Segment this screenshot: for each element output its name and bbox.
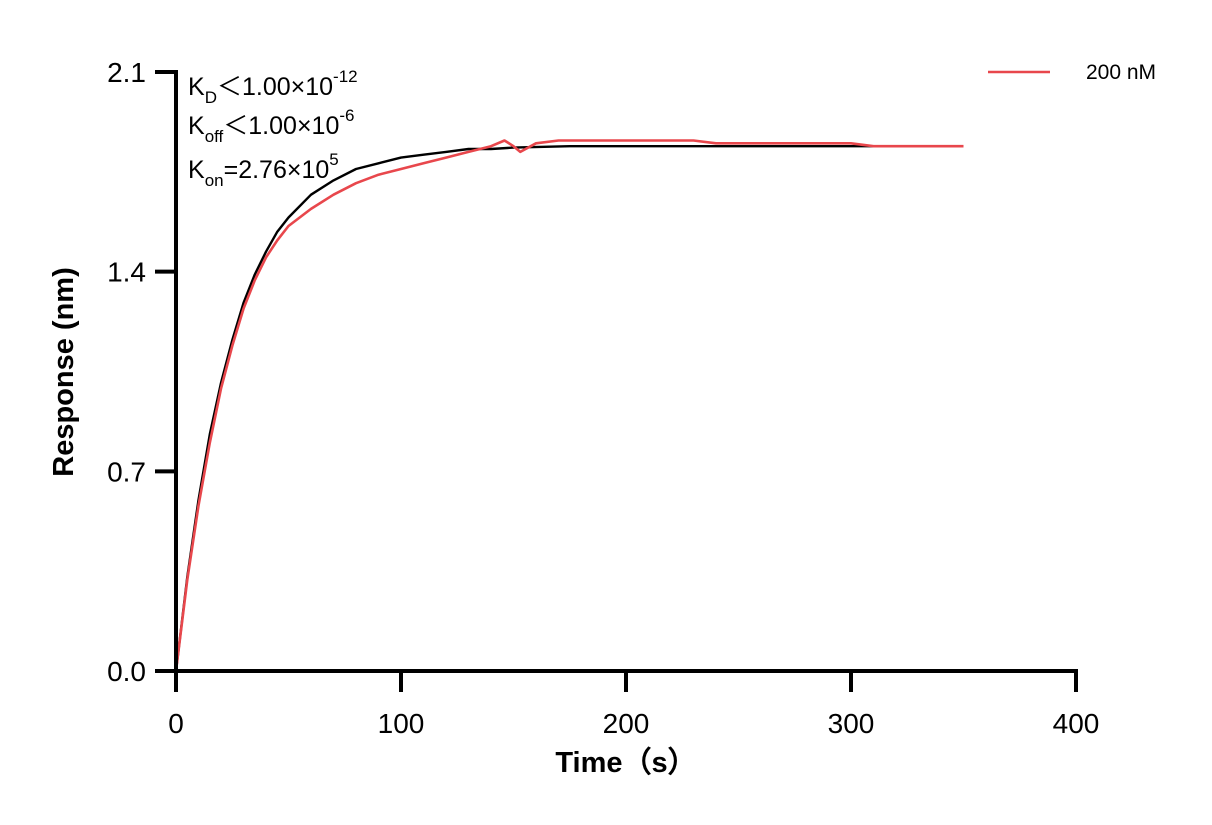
- labels-layer: 0 100 200 300 400 0.0 0.7 1.4 2.1 Time（s） Response…: [48, 57, 1099, 779]
- x-axis-title: Time（s）: [555, 746, 696, 779]
- legend: 200 nM: [988, 61, 1156, 84]
- fit-curve-line: [174, 144, 964, 672]
- x-tick-label: 100: [378, 708, 425, 739]
- y-tick-label: 0.0: [107, 656, 146, 687]
- x-tick-label: 400: [1053, 708, 1100, 739]
- kinetic-annotation: Kon=2.76×105: [188, 150, 339, 190]
- x-tick-label: 200: [603, 708, 650, 739]
- series-layer: [174, 139, 964, 672]
- fit-layer: [174, 144, 964, 672]
- kinetic-annotation: Koff＜1.00×10-6: [188, 106, 354, 146]
- y-axis-title: Response (nm): [48, 267, 80, 476]
- x-tick-label: 0: [168, 708, 184, 739]
- y-tick-label: 2.1: [107, 57, 146, 88]
- series-line-0: [174, 139, 964, 672]
- kinetic-annotation: KD＜1.00×10-12: [188, 67, 358, 107]
- y-tick-label: 0.7: [107, 456, 146, 487]
- y-tick-label: 1.4: [107, 257, 146, 288]
- axes-layer: [155, 70, 1078, 692]
- legend-label: 200 nM: [1086, 61, 1156, 84]
- x-tick-label: 300: [828, 708, 875, 739]
